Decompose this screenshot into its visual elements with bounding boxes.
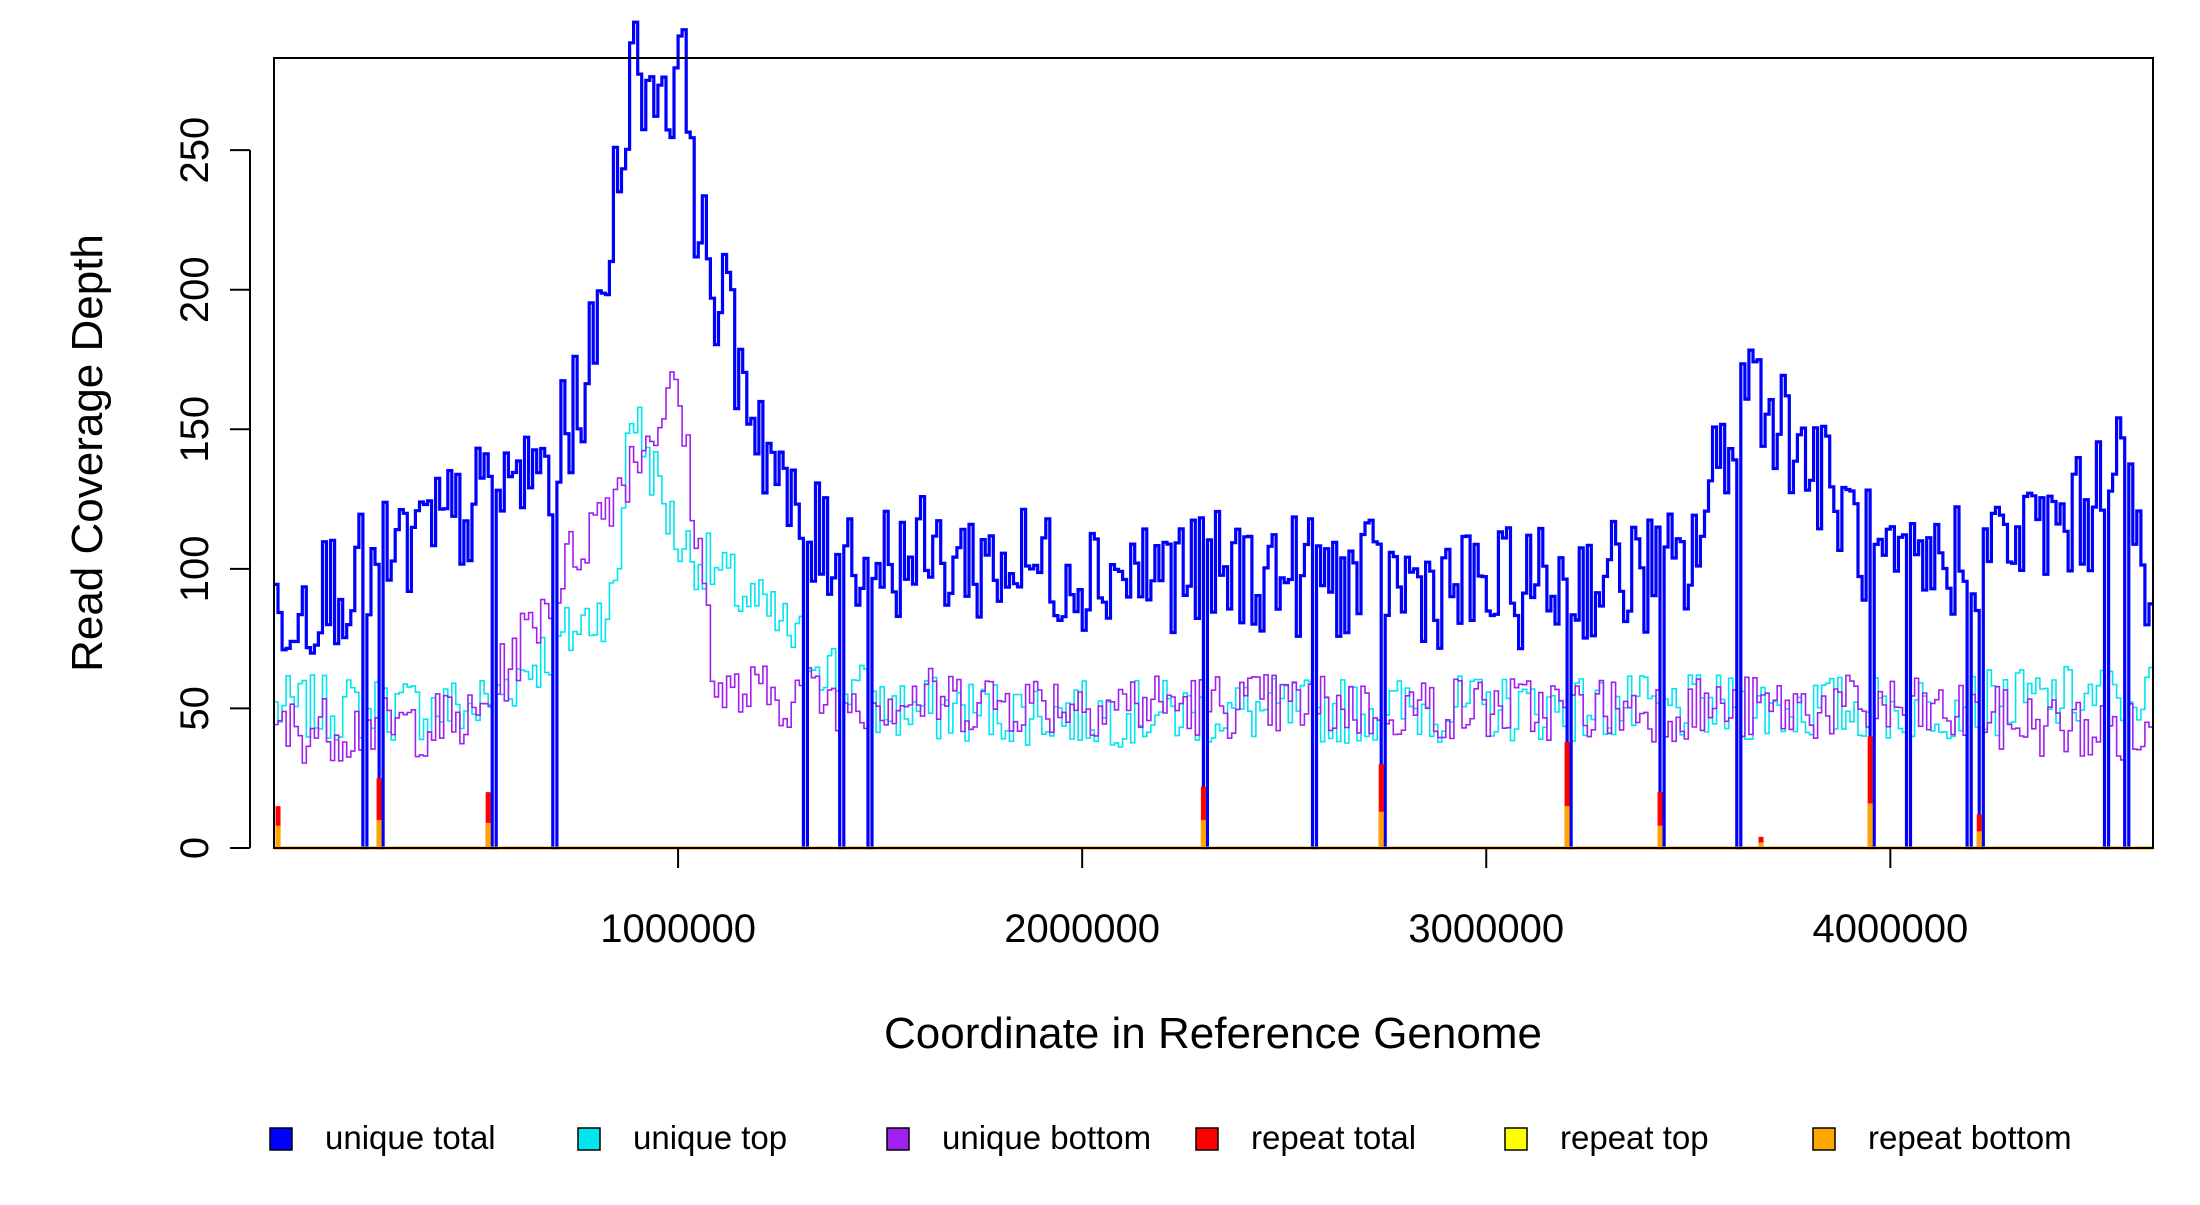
x-axis: 1000000 2000000 3000000 4000000 [600,847,1968,951]
legend-item-unique-total: unique total [269,1119,496,1156]
x-tick-label: 4000000 [1812,907,1968,951]
y-tick-label: 250 [173,117,217,184]
legend-label: unique total [325,1119,496,1156]
legend-item-repeat-top: repeat top [1504,1119,1709,1156]
legend-label: repeat bottom [1868,1119,2072,1156]
legend-label: unique bottom [942,1119,1151,1156]
y-tick-label: 0 [173,837,217,859]
series-line-unique-total [274,20,2153,850]
legend-swatch [577,1127,601,1151]
x-tick-label: 2000000 [1004,907,1160,951]
y-tick-label: 100 [173,535,217,602]
legend-swatch [1504,1127,1528,1151]
legend: unique total unique top unique bottom repea… [269,1119,2072,1156]
legend-swatch [886,1127,910,1151]
legend-item-repeat-bottom: repeat bottom [1812,1119,2072,1156]
legend-swatch [1812,1127,1836,1151]
legend-item-unique-top: unique top [577,1119,787,1156]
y-tick-label: 50 [173,686,217,731]
y-tick-label: 200 [173,256,217,323]
legend-swatch [1195,1127,1219,1151]
legend-label: repeat top [1560,1119,1709,1156]
x-tick-label: 3000000 [1408,907,1564,951]
y-axis-label: Read Coverage Depth [63,234,112,672]
series-line-unique-top [274,406,2153,849]
legend-label: repeat total [1251,1119,1416,1156]
series-line-unique-bottom [274,371,2153,849]
x-tick-label: 1000000 [600,907,756,951]
plot-lines [274,20,2153,850]
legend-item-repeat-total: repeat total [1195,1119,1416,1156]
legend-swatch [269,1127,293,1151]
y-axis: 0 50 100 150 200 250 [173,117,251,859]
x-axis-label: Coordinate in Reference Genome [884,1009,1542,1058]
legend-label: unique top [633,1119,787,1156]
y-tick-label: 150 [173,396,217,463]
legend-item-unique-bottom: unique bottom [886,1119,1151,1156]
